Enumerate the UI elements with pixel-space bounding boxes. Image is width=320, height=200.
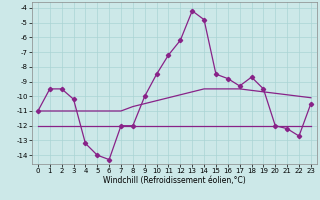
X-axis label: Windchill (Refroidissement éolien,°C): Windchill (Refroidissement éolien,°C) [103, 176, 246, 185]
